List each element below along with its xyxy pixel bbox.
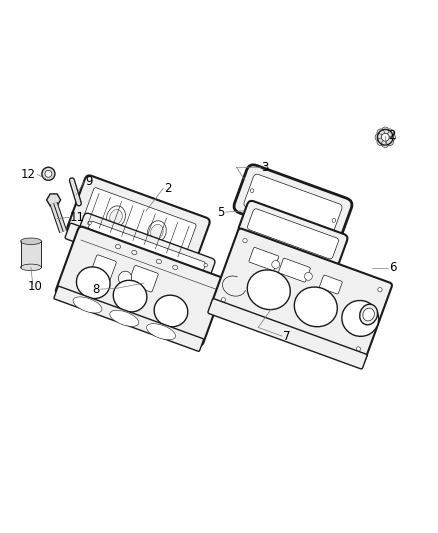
FancyBboxPatch shape — [208, 299, 367, 369]
Ellipse shape — [247, 270, 290, 310]
Ellipse shape — [147, 324, 176, 340]
Ellipse shape — [360, 304, 378, 325]
Ellipse shape — [251, 189, 254, 192]
Text: 2: 2 — [165, 182, 172, 195]
Ellipse shape — [42, 167, 55, 180]
Text: 10: 10 — [28, 280, 42, 293]
Ellipse shape — [375, 134, 382, 141]
Ellipse shape — [377, 129, 384, 136]
Ellipse shape — [378, 287, 382, 292]
Ellipse shape — [294, 287, 337, 327]
FancyBboxPatch shape — [247, 209, 339, 259]
FancyBboxPatch shape — [249, 247, 279, 271]
FancyBboxPatch shape — [279, 258, 310, 282]
Text: 12: 12 — [21, 168, 36, 181]
FancyBboxPatch shape — [75, 213, 215, 289]
Bar — [21, 241, 42, 268]
Ellipse shape — [386, 129, 394, 136]
Ellipse shape — [199, 278, 202, 281]
FancyBboxPatch shape — [90, 255, 116, 281]
Ellipse shape — [156, 259, 162, 264]
Ellipse shape — [88, 221, 91, 225]
Ellipse shape — [116, 244, 120, 249]
Ellipse shape — [272, 261, 279, 269]
Text: 3: 3 — [261, 161, 269, 174]
Ellipse shape — [377, 138, 384, 146]
FancyBboxPatch shape — [212, 229, 392, 361]
Ellipse shape — [154, 295, 188, 327]
Ellipse shape — [356, 347, 360, 351]
Ellipse shape — [106, 206, 125, 228]
Ellipse shape — [204, 263, 208, 267]
FancyBboxPatch shape — [81, 188, 196, 263]
FancyBboxPatch shape — [234, 165, 352, 246]
Ellipse shape — [381, 127, 389, 134]
Ellipse shape — [113, 280, 147, 312]
FancyBboxPatch shape — [128, 265, 158, 292]
FancyBboxPatch shape — [65, 223, 192, 282]
Ellipse shape — [386, 138, 394, 146]
Ellipse shape — [110, 209, 122, 224]
FancyBboxPatch shape — [244, 174, 342, 237]
FancyBboxPatch shape — [85, 221, 205, 281]
Ellipse shape — [243, 238, 247, 243]
Ellipse shape — [132, 251, 137, 255]
Ellipse shape — [363, 308, 374, 321]
FancyBboxPatch shape — [54, 286, 204, 351]
Ellipse shape — [304, 272, 312, 280]
Ellipse shape — [21, 238, 42, 245]
Text: 9: 9 — [85, 175, 92, 188]
Ellipse shape — [73, 297, 102, 313]
FancyBboxPatch shape — [239, 201, 347, 267]
Text: 11: 11 — [70, 211, 85, 224]
Ellipse shape — [110, 310, 139, 326]
Ellipse shape — [76, 267, 110, 298]
Ellipse shape — [118, 271, 132, 285]
Ellipse shape — [148, 221, 166, 243]
FancyBboxPatch shape — [67, 175, 210, 275]
FancyBboxPatch shape — [56, 227, 226, 345]
Text: 7: 7 — [283, 329, 291, 343]
Ellipse shape — [173, 265, 178, 270]
Ellipse shape — [45, 171, 52, 177]
Ellipse shape — [381, 133, 389, 141]
Ellipse shape — [381, 140, 389, 148]
Text: 5: 5 — [217, 206, 224, 219]
Text: 2: 2 — [388, 130, 396, 142]
Ellipse shape — [21, 264, 42, 271]
FancyBboxPatch shape — [319, 275, 342, 294]
Text: 8: 8 — [92, 282, 99, 296]
Ellipse shape — [388, 134, 396, 141]
Ellipse shape — [151, 224, 163, 239]
Text: 6: 6 — [389, 261, 397, 274]
Ellipse shape — [342, 301, 379, 336]
Ellipse shape — [221, 298, 226, 302]
Ellipse shape — [332, 219, 336, 222]
Ellipse shape — [83, 236, 86, 239]
